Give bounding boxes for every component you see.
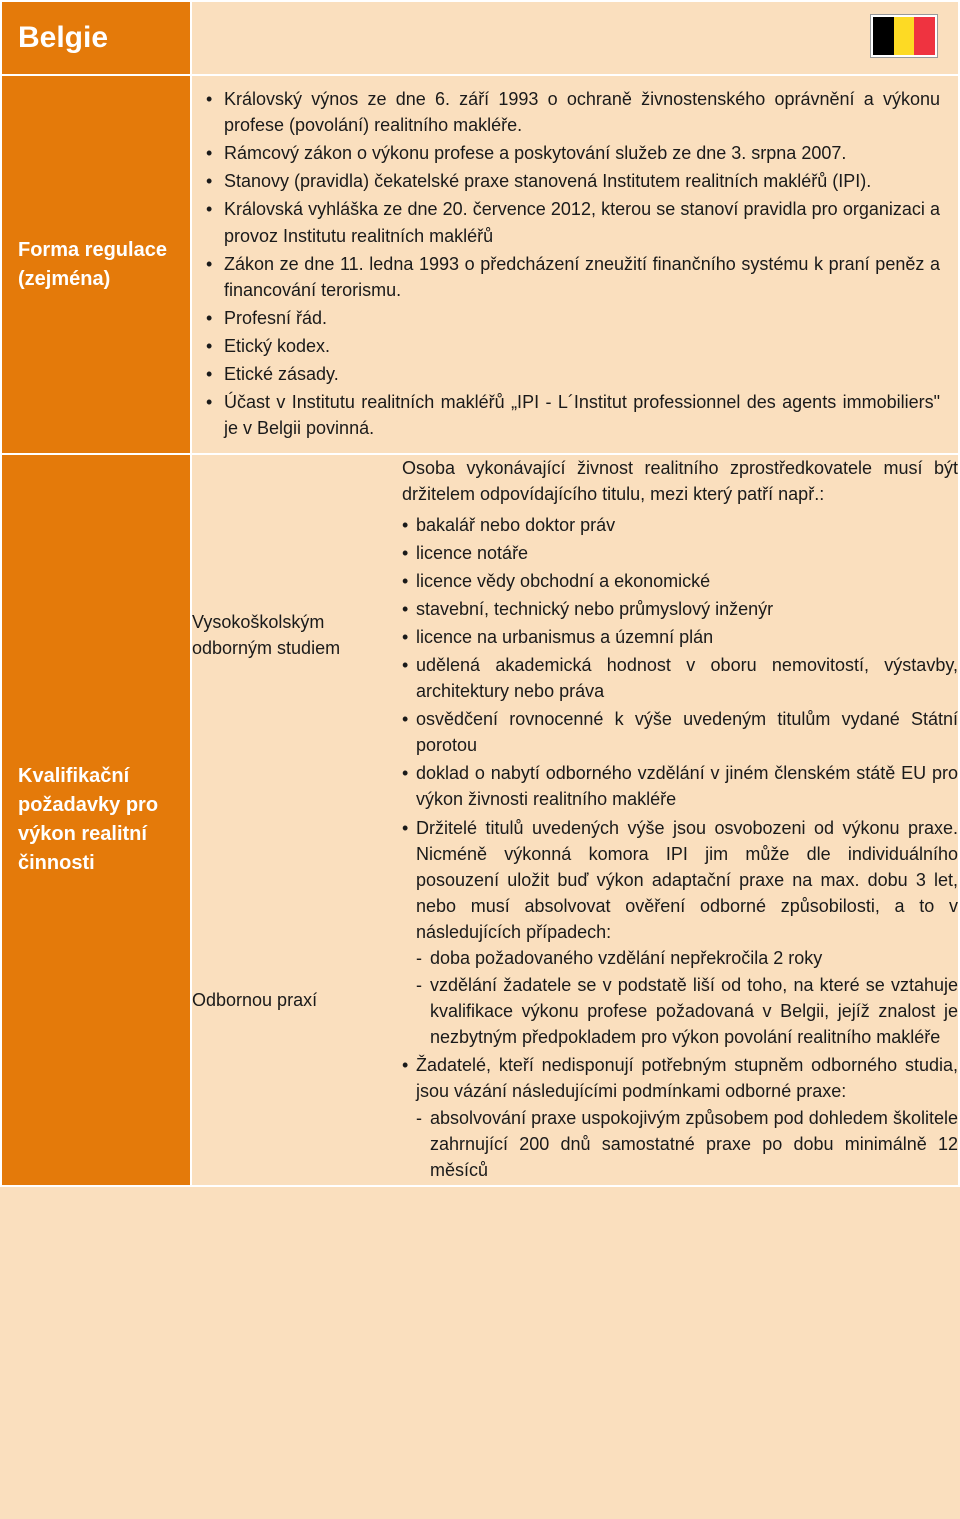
education-sublabel-text: Vysokoškolským odborným studiem (192, 612, 340, 658)
regulation-list-item: Zákon ze dne 11. ledna 1993 o předcházen… (224, 251, 940, 303)
education-list-item: licence notáře (416, 540, 958, 566)
education-sublabel: Vysokoškolským odborným studiem (192, 455, 402, 814)
education-list-item: udělená akademická hodnost v oboru nemov… (416, 652, 958, 704)
education-list: bakalář nebo doktor právlicence notářeli… (402, 512, 958, 813)
education-list-item: licence vědy obchodní a ekonomické (416, 568, 958, 594)
practice-item-1: Držitelé titulů uvedených výše jsou osvo… (416, 815, 958, 1051)
regulation-list-item: Královský výnos ze dne 6. září 1993 o oc… (224, 86, 940, 138)
regulation-list-item: Etický kodex. (224, 333, 940, 359)
education-list-item: stavební, technický nebo průmyslový inže… (416, 596, 958, 622)
practice-sublabel-text: Odbornou praxí (192, 990, 317, 1010)
practice-item-2-sublist: absolvování praxe uspokojivým způsobem p… (416, 1105, 958, 1183)
education-list-item: doklad o nabytí odborného vzdělání v jin… (416, 760, 958, 812)
flag-cell (191, 1, 959, 75)
education-list-item: osvědčení rovnocenné k výše uvedeným tit… (416, 706, 958, 758)
education-intro: Osoba vykonávající živnost realitního zp… (402, 455, 958, 507)
country-title: Belgie (18, 21, 108, 54)
regulation-list-item: Profesní řád. (224, 305, 940, 331)
regulation-list-item: Rámcový zákon o výkonu profese a poskyto… (224, 140, 940, 166)
regulation-label-text: Forma regulace (zejména) (18, 239, 167, 290)
regulation-list: Královský výnos ze dne 6. září 1993 o oc… (202, 86, 940, 441)
regulation-list-item: Stanovy (pravidla) čekatelské praxe stan… (224, 168, 940, 194)
qualification-label-text: Kvalifikační požadavky pro výkon realitn… (18, 765, 158, 874)
practice-dash-item: vzdělání žadatele se v podstatě liší od … (430, 972, 958, 1050)
regulation-list-item: Etické zásady. (224, 361, 940, 387)
regulation-content: Královský výnos ze dne 6. září 1993 o oc… (191, 75, 959, 454)
row-label-qualification: Kvalifikační požadavky pro výkon realitn… (1, 454, 191, 1186)
regulation-list-item: Účast v Institutu realitních makléřů „IP… (224, 389, 940, 441)
practice-dash-item: absolvování praxe uspokojivým způsobem p… (430, 1105, 958, 1183)
practice-item-1-text: Držitelé titulů uvedených výše jsou osvo… (416, 818, 958, 942)
belgium-flag-icon (870, 14, 938, 58)
education-list-item: licence na urbanismus a územní plán (416, 624, 958, 650)
practice-item-1-sublist: doba požadovaného vzdělání nepřekročila … (416, 945, 958, 1050)
education-list-item: bakalář nebo doktor práv (416, 512, 958, 538)
row-label-regulation: Forma regulace (zejména) (1, 75, 191, 454)
education-content: Osoba vykonávající živnost realitního zp… (402, 455, 958, 814)
practice-sublabel: Odbornou praxí (192, 815, 402, 1185)
qualification-content: Vysokoškolským odborným studiem Osoba vy… (191, 454, 959, 1186)
practice-list: Držitelé titulů uvedených výše jsou osvo… (402, 815, 958, 1183)
practice-content: Držitelé titulů uvedených výše jsou osvo… (402, 815, 958, 1185)
regulation-list-item: Královská vyhláška ze dne 20. července 2… (224, 196, 940, 248)
practice-dash-item: doba požadovaného vzdělání nepřekročila … (430, 945, 958, 971)
main-table: Belgie Forma regulace (zejména) Královsk… (0, 0, 960, 1187)
practice-item-2: Žadatelé, kteří nedisponují potřebným st… (416, 1052, 958, 1182)
practice-item-2-text: Žadatelé, kteří nedisponují potřebným st… (416, 1055, 958, 1101)
